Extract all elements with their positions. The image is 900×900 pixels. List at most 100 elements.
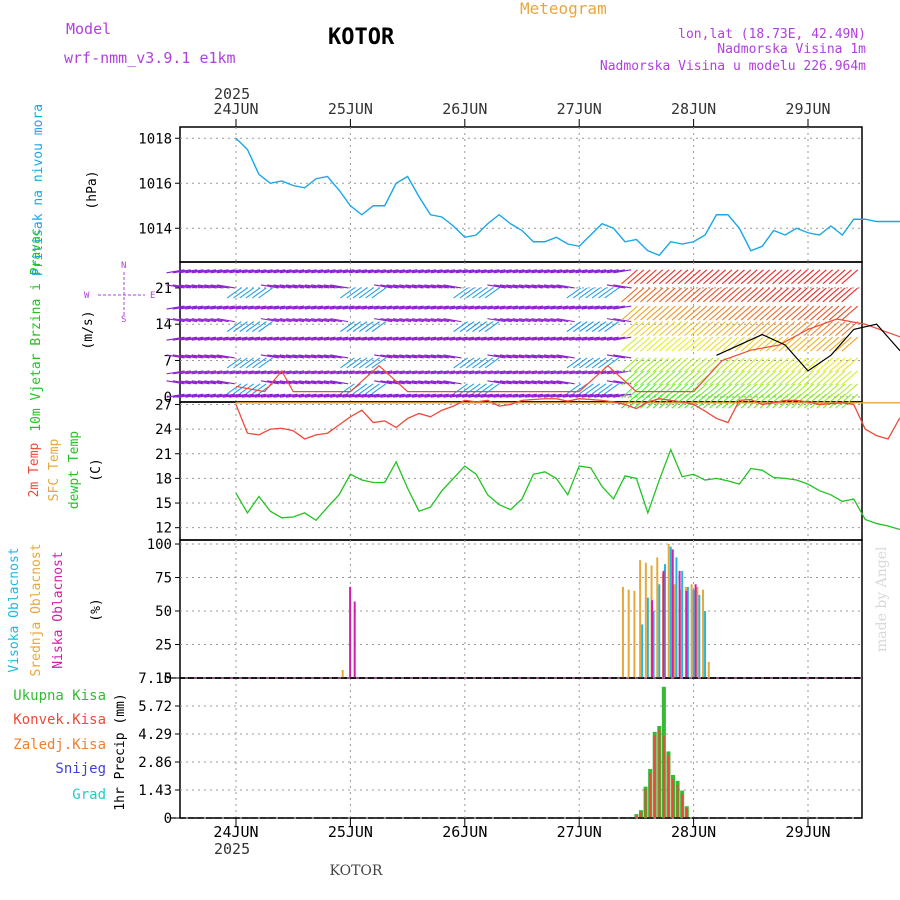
wind-arrow xyxy=(405,269,424,274)
wind-arrow xyxy=(487,336,506,341)
wind-arrow xyxy=(518,284,537,289)
wind-arrow xyxy=(765,305,783,321)
wind-arrow xyxy=(809,383,827,399)
watermark: made by Angel xyxy=(874,546,890,652)
precip-bar-1 xyxy=(639,812,642,818)
wind-arrow xyxy=(613,269,632,274)
wind-arrow xyxy=(569,305,588,310)
wind-arrow xyxy=(304,354,324,359)
wind-arrow xyxy=(671,287,689,303)
wind-arrow xyxy=(254,269,273,274)
wind-arrow xyxy=(512,380,531,385)
wind-arrow xyxy=(405,336,424,341)
precip-bar-1 xyxy=(672,778,675,818)
wind-arrow xyxy=(210,269,229,274)
wind-arrow xyxy=(715,383,733,399)
wind-arrow xyxy=(292,354,311,359)
wind-arrow xyxy=(499,393,519,398)
wind-arrow xyxy=(166,284,185,289)
wind-arrow xyxy=(179,354,198,359)
wind-arrow xyxy=(317,269,336,274)
wind-arrow xyxy=(665,370,682,386)
wind-arrow xyxy=(627,321,645,337)
wind-arrow xyxy=(311,336,330,341)
wind-arrow xyxy=(342,393,361,398)
wind-arrow xyxy=(677,321,695,337)
wind-arrow xyxy=(728,269,745,285)
wind-arrow xyxy=(166,269,185,274)
wind-arrow xyxy=(587,393,607,398)
wind-arrow xyxy=(765,336,783,352)
wind-arrow xyxy=(330,370,349,375)
wind-arrow xyxy=(791,269,808,285)
wind-arrow xyxy=(179,318,198,323)
wind-arrow xyxy=(665,321,682,337)
wind-arrow xyxy=(374,284,393,289)
wind-arrow xyxy=(841,393,859,409)
wind-arrow xyxy=(267,318,286,323)
wind-arrow xyxy=(386,380,405,385)
wind-arrow xyxy=(809,336,827,352)
wind-arrow xyxy=(531,269,550,274)
wind-arrow xyxy=(254,370,273,375)
wind-arrow xyxy=(759,357,777,373)
wind-arrow xyxy=(229,370,248,375)
wind-arrow xyxy=(172,370,191,375)
wind-arrow xyxy=(791,305,808,321)
wind-arrow xyxy=(518,354,537,359)
wind-arrow xyxy=(330,354,349,359)
wind-arrow xyxy=(304,318,324,323)
wind-arrow xyxy=(753,305,771,321)
wind-arrow xyxy=(598,287,613,299)
wind-arrow xyxy=(797,269,815,285)
wind-arrow xyxy=(342,370,361,375)
wind-arrow xyxy=(652,287,670,303)
precip-bar-1 xyxy=(649,772,652,818)
wind-arrow xyxy=(317,380,336,385)
wind-arrow xyxy=(765,357,783,373)
wind-arrow xyxy=(210,305,229,310)
wind-arrow xyxy=(474,336,493,341)
wind-arrow xyxy=(245,287,261,299)
wind-arrow xyxy=(543,336,563,341)
wind-arrow xyxy=(613,284,632,289)
wind-arrow xyxy=(791,287,808,303)
wind-arrow xyxy=(772,357,789,373)
wind-arrow xyxy=(499,284,519,289)
wind-arrow xyxy=(304,380,324,385)
precip-legend-frozen: Zaledj.Kisa xyxy=(13,737,106,753)
wind-arrow xyxy=(604,321,619,333)
wind-arrow xyxy=(784,269,802,285)
wind-arrow xyxy=(241,370,261,375)
wind-arrow xyxy=(367,336,386,341)
wind-arrow xyxy=(298,393,317,398)
wind-arrow xyxy=(816,269,833,285)
precip-bar-1 xyxy=(653,735,656,818)
wind-arrow xyxy=(772,383,789,399)
ytick-label-cloud: 25 xyxy=(155,638,172,654)
wind-arrow xyxy=(759,370,777,386)
wind-arrow xyxy=(734,357,752,373)
wind-arrow xyxy=(690,370,708,386)
wind-arrow xyxy=(478,321,494,333)
wind-arrow xyxy=(191,305,210,310)
wind-arrow xyxy=(405,318,424,323)
wind-arrow xyxy=(543,318,563,323)
wind-arrow xyxy=(172,305,191,310)
wind-arrow xyxy=(399,393,418,398)
wind-arrow xyxy=(380,370,399,375)
ytick-label-wind: 7 xyxy=(164,354,172,370)
wind-arrow xyxy=(715,287,733,303)
wind-arrow xyxy=(358,321,374,333)
precip-bar-1 xyxy=(662,735,665,818)
wind-arrow xyxy=(418,354,437,359)
wind-arrow xyxy=(841,383,859,399)
wind-arrow xyxy=(835,393,852,409)
page-title: KOTOR xyxy=(328,25,395,50)
wind-arrow xyxy=(696,269,714,285)
wind-arrow xyxy=(285,318,305,323)
wind-arrow xyxy=(340,383,355,395)
wind-arrow xyxy=(740,287,758,303)
wind-arrow xyxy=(562,393,582,398)
wind-arrow xyxy=(216,305,235,310)
